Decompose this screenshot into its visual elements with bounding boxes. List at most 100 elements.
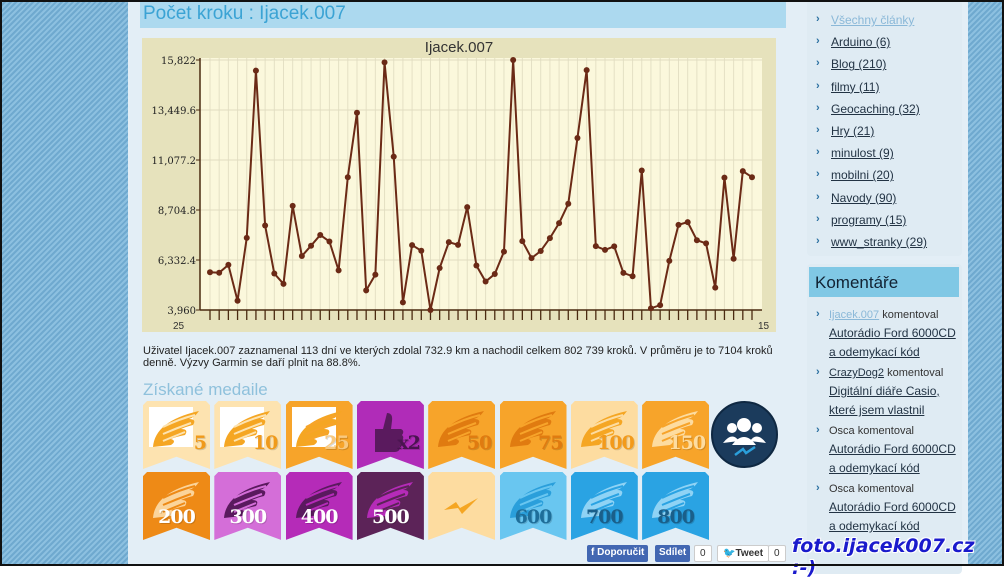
data-point <box>243 234 250 241</box>
medal-label: 700 <box>585 506 624 528</box>
data-point <box>399 299 406 306</box>
medal-label: 50 <box>466 432 492 454</box>
data-point <box>216 269 223 276</box>
category-link[interactable]: Arduino (6) <box>831 35 891 50</box>
data-point <box>308 242 315 249</box>
wing-icon <box>153 482 199 518</box>
medal-800[interactable]: 800 <box>642 472 710 540</box>
comment-article-link[interactable]: Autorádio Ford 6000CD a odemykací kód <box>829 500 956 533</box>
data-point <box>583 67 590 74</box>
chevron-right-icon: › <box>816 146 820 159</box>
wing-icon <box>149 407 199 447</box>
chevron-right-icon: › <box>816 168 820 181</box>
chevron-right-icon: › <box>816 308 820 320</box>
chevron-right-icon: › <box>816 57 820 70</box>
data-point <box>510 57 517 63</box>
wing-icon <box>580 411 627 447</box>
medal-25[interactable]: 25 <box>285 401 353 469</box>
medal-label: 25 <box>324 432 349 454</box>
chevron-right-icon: › <box>816 13 820 25</box>
comment-author: Osca <box>829 483 855 495</box>
comment-item: Osca komentoval Autorádio Ford 6000CD a o… <box>829 480 963 536</box>
data-point <box>427 307 434 313</box>
comment-author[interactable]: Ijacek.007 <box>829 309 880 321</box>
data-point <box>739 168 746 175</box>
data-point <box>712 284 719 291</box>
data-point <box>500 248 507 255</box>
category-link[interactable]: Všechny články <box>831 13 915 27</box>
categories-box <box>807 0 962 256</box>
data-point <box>372 271 379 278</box>
data-point <box>418 247 425 254</box>
y-tick-label: 6,332.4 <box>158 256 196 267</box>
data-point <box>317 231 324 238</box>
y-tick-label: 15,822 <box>161 56 196 67</box>
wing-icon <box>509 411 556 447</box>
lightning-icon <box>444 498 479 514</box>
comment-item: Ijacek.007 komentoval Autorádio Ford 6000… <box>829 306 963 362</box>
data-point <box>546 235 553 242</box>
facebook-count: 0 <box>694 545 712 562</box>
medal-label: 600 <box>514 506 553 528</box>
comment-article-link[interactable]: Digitální diáře Casio, které jsem vlastn… <box>829 384 940 417</box>
data-point <box>684 219 691 226</box>
comment-verb: komentoval <box>857 425 915 437</box>
medal-label: 150 <box>668 432 706 454</box>
comment-verb: komentoval <box>857 483 915 495</box>
wing-icon <box>652 411 699 447</box>
data-point <box>262 222 269 229</box>
medal-500[interactable]: 500 <box>356 472 424 540</box>
medal-300[interactable]: 300 <box>214 472 282 540</box>
comment-article-link[interactable]: Autorádio Ford 6000CD a odemykací kód <box>829 442 956 475</box>
chevron-right-icon: › <box>816 212 820 225</box>
category-link[interactable]: www_stranky (29) <box>831 235 928 249</box>
category-link[interactable]: Navody (90) <box>831 190 897 205</box>
category-link[interactable]: Blog (210) <box>831 57 887 72</box>
data-point <box>344 174 351 181</box>
medal-label: 200 <box>158 506 196 528</box>
data-point <box>565 200 572 207</box>
category-link[interactable]: mobilni (20) <box>831 168 894 183</box>
comment-verb: komentoval <box>887 367 944 379</box>
page-title: Počet kroku : Ijacek.007 <box>140 0 786 28</box>
wing-icon <box>366 482 413 518</box>
medal-5[interactable]: 5 <box>143 401 210 469</box>
series-line <box>209 59 753 311</box>
facebook-share-button[interactable]: Sdílet <box>655 545 691 562</box>
community-badge[interactable] <box>711 401 778 468</box>
tweet-button[interactable]: 🐦Tweet <box>717 545 770 562</box>
chevron-right-icon: › <box>816 124 820 136</box>
medal-100[interactable]: 100 <box>570 401 638 469</box>
category-link[interactable]: filmy (11) <box>831 79 880 94</box>
y-tick-label: 13,449.6 <box>151 106 196 117</box>
data-point <box>657 302 664 309</box>
x-last-label: 15 <box>758 321 770 332</box>
chevron-right-icon: › <box>816 35 820 48</box>
chevron-right-icon: › <box>816 366 820 378</box>
data-point <box>693 237 700 244</box>
comment-item: CrazyDog2 komentoval Digitální diáře Casi… <box>829 364 963 420</box>
category-link[interactable]: minulost (9) <box>831 146 894 161</box>
category-link[interactable]: Geocaching (32) <box>831 101 920 116</box>
data-point <box>207 269 213 276</box>
facebook-recommend-button[interactable]: f Doporučit <box>587 545 649 562</box>
data-point <box>491 270 498 277</box>
chevron-right-icon: › <box>816 190 820 203</box>
data-point <box>675 221 682 228</box>
data-point <box>482 278 489 285</box>
category-link[interactable]: Hry (21) <box>831 124 875 138</box>
data-point <box>629 273 636 280</box>
data-point <box>721 174 728 181</box>
chart-svg: 3,960 6,332.4 8,704.8 11,077.2 13,449.6 15,82… <box>151 39 770 332</box>
category-link[interactable]: programy (15) <box>831 212 907 227</box>
comment-article-link[interactable]: Autorádio Ford 6000CD a odemykací kód <box>829 326 956 359</box>
comment-author[interactable]: CrazyDog2 <box>829 367 885 379</box>
x-first-label: 25 <box>173 321 185 332</box>
medal-label: 800 <box>657 506 695 528</box>
data-point <box>749 174 755 181</box>
data-point <box>666 257 673 264</box>
comments-box <box>807 264 962 574</box>
tweet-count: 0 <box>768 545 786 562</box>
comments-heading: Komentáře <box>809 267 959 297</box>
wing-icon <box>291 407 342 447</box>
